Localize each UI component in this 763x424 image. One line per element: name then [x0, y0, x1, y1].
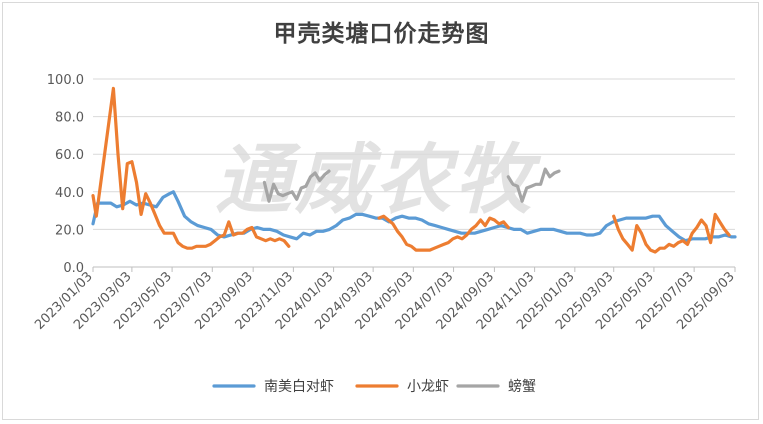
- legend-label: 螃蟹: [508, 378, 536, 395]
- y-tick-label: 40.0: [55, 186, 84, 201]
- chart-title: 甲壳类塘口价走势图: [273, 21, 490, 47]
- y-tick-label: 20.0: [55, 223, 84, 238]
- series-line: [91, 86, 731, 254]
- legend-label: 南美白对虾: [264, 379, 334, 395]
- series-lines: [91, 86, 737, 254]
- legend: 南美白对虾 小龙虾 螃蟹: [212, 378, 536, 395]
- y-tick-label: 60.0: [55, 148, 84, 163]
- series-line: [91, 190, 737, 243]
- y-tick-label: 100.0: [47, 73, 84, 88]
- legend-label: 小龙虾: [407, 379, 449, 395]
- chart-frame: [2, 2, 759, 420]
- watermark: 通威农牧: [215, 135, 535, 224]
- grid-lines: [93, 78, 735, 230]
- y-tick-label: 80.0: [55, 111, 84, 126]
- y-tick-label: 0.0: [63, 261, 84, 276]
- series-line: [262, 167, 561, 203]
